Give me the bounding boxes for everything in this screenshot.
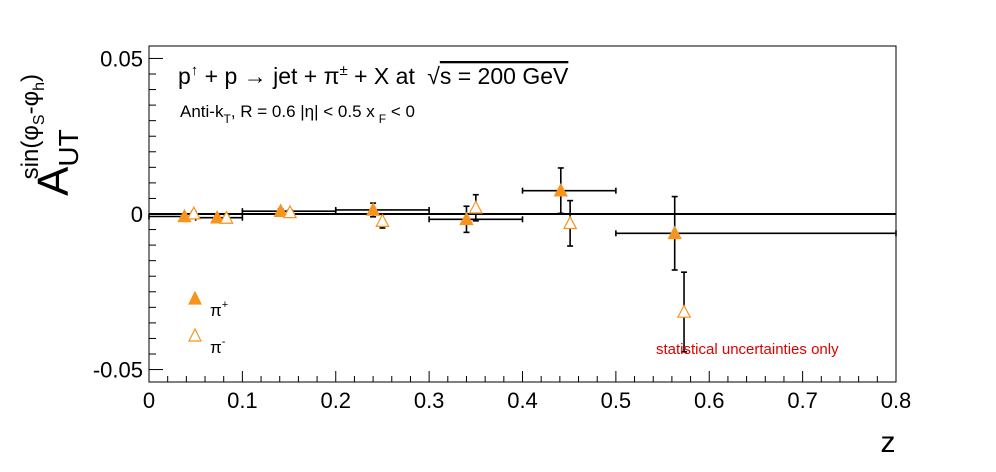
data-point-pi-plus — [209, 209, 225, 224]
data-point-pi-plus — [459, 211, 474, 226]
annotation-statistical-uncertainties: statistical uncertainties only — [656, 341, 839, 358]
data-point-pi-plus — [365, 202, 381, 216]
chart-title: p↑ + p → jet + π± + X at √s = 200 GeV — [178, 62, 569, 89]
data-marks — [148, 167, 897, 353]
data-point-pi-minus — [282, 204, 298, 219]
data-point-pi-minus — [375, 213, 390, 227]
y-axis-label: AUTsin(φS-φh) — [17, 74, 84, 196]
data-point-pi-plus — [667, 225, 682, 240]
x-tick-label: 0.1 — [227, 388, 258, 413]
data-point-pi-minus — [676, 304, 692, 318]
x-tick-label: 0.5 — [601, 388, 632, 413]
x-tick-label: 0 — [143, 388, 155, 413]
x-tick-label: 0.6 — [694, 388, 725, 413]
legend: π+ π- — [188, 290, 228, 357]
x-tick-label: 0.7 — [787, 388, 818, 413]
x-tick-label: 0.8 — [881, 388, 912, 413]
y-tick-label: 0 — [131, 202, 143, 227]
legend-label-pi-minus: π- — [210, 336, 226, 357]
x-tick-label: 0.2 — [320, 388, 351, 413]
legend-marker-pi-plus — [188, 290, 202, 305]
x-tick-label: 0.4 — [507, 388, 538, 413]
svg-text:AUTsin(φS-φh): AUTsin(φS-φh) — [17, 74, 84, 196]
data-point-pi-minus — [186, 205, 201, 220]
x-tick-label: 0.3 — [414, 388, 445, 413]
x-axis-label: z — [881, 426, 896, 459]
data-point-pi-minus — [468, 199, 483, 214]
y-tick-label: -0.05 — [93, 358, 143, 383]
data-point-pi-plus — [273, 203, 288, 217]
legend-label-pi-plus: π+ — [210, 299, 228, 320]
data-point-pi-minus — [219, 210, 234, 224]
data-point-pi-minus — [562, 215, 578, 230]
y-tick-label: 0.05 — [100, 46, 143, 71]
data-point-pi-plus — [553, 182, 568, 197]
legend-marker-pi-minus — [188, 327, 202, 342]
